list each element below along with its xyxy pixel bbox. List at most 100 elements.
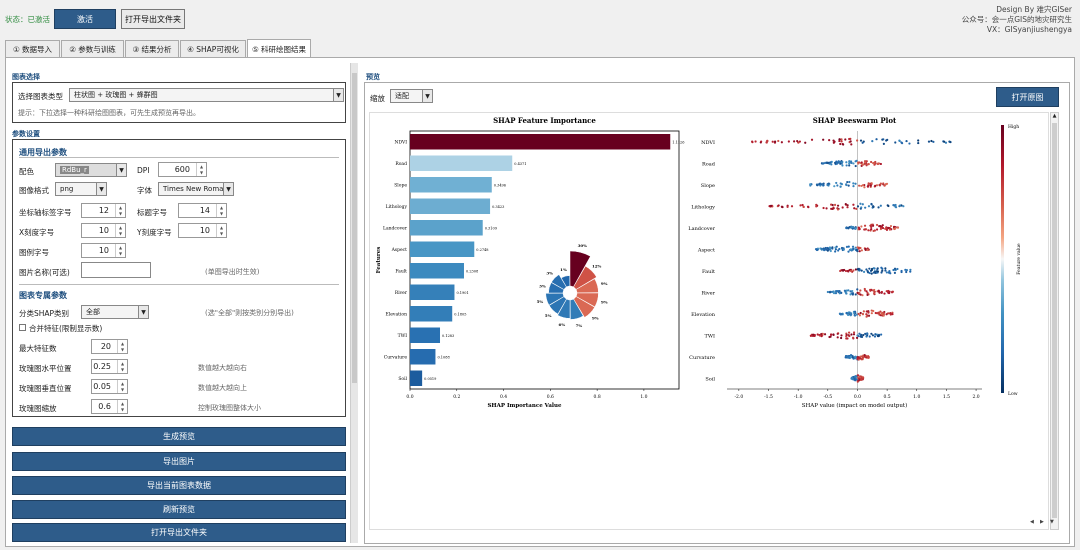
scroll-down-icon[interactable]: ▼ bbox=[1050, 519, 1054, 525]
class-select[interactable]: 全部 ▼ bbox=[81, 305, 149, 319]
beeswarm-point bbox=[833, 140, 836, 143]
spin-arrows-icon[interactable]: ▲ ▼ bbox=[117, 340, 127, 353]
legend-size-spinbox[interactable]: 10 ▲ ▼ bbox=[81, 243, 126, 258]
beeswarm-point bbox=[828, 291, 832, 294]
scroll-up-icon[interactable]: ▲ bbox=[1052, 113, 1057, 119]
spin-arrows-icon[interactable]: ▲ ▼ bbox=[115, 224, 125, 237]
spin-arrows-icon[interactable]: ▲ ▼ bbox=[216, 204, 226, 217]
scroll-right-icon[interactable]: ▶ bbox=[1040, 519, 1044, 525]
format-select[interactable]: png ▼ bbox=[55, 182, 107, 196]
beeswarm-category-label: NDVI bbox=[701, 140, 715, 146]
export-chart-data-button[interactable]: 导出当前图表数据 bbox=[12, 476, 346, 495]
bar-category-label: Slope bbox=[394, 182, 407, 188]
beeswarm-point bbox=[833, 185, 836, 188]
tab-result-analysis[interactable]: ③ 结果分析 bbox=[125, 40, 179, 57]
open-folder-button[interactable]: 打开导出文件夹 bbox=[12, 523, 346, 542]
tab-data-import[interactable]: ① 数据导入 bbox=[5, 40, 60, 57]
general-title: 通用导出参数 bbox=[19, 148, 67, 157]
refresh-preview-button[interactable]: 刷新预览 bbox=[12, 500, 346, 519]
beeswarm-point bbox=[863, 354, 866, 357]
beeswarm-point bbox=[850, 333, 853, 336]
rose-h-spinbox[interactable]: 0.25 ▲ ▼ bbox=[91, 359, 128, 374]
rose-h-hint: 数值越大越向右 bbox=[198, 364, 247, 372]
rose-scale-spinbox[interactable]: 0.6 ▲ ▼ bbox=[91, 399, 128, 414]
scrollbar-thumb[interactable] bbox=[1052, 123, 1057, 518]
beeswarm-point bbox=[857, 267, 860, 270]
preview-hscrollbar[interactable]: ◀ ▶ ▼ bbox=[1030, 519, 1058, 527]
bar-category-label: Curvature bbox=[384, 354, 408, 360]
open-export-folder-button[interactable]: 打开导出文件夹 bbox=[121, 9, 185, 29]
beeswarm-point bbox=[860, 206, 863, 209]
axis-label-size-spinbox[interactable]: 12 ▲ ▼ bbox=[81, 203, 126, 218]
beeswarm-point bbox=[848, 160, 851, 163]
beeswarm-point bbox=[858, 314, 861, 317]
beeswarm-point bbox=[840, 334, 843, 337]
beeswarm-point bbox=[875, 228, 879, 231]
spin-arrows-icon[interactable]: ▲ ▼ bbox=[117, 360, 127, 373]
title-size-label: 标题字号 bbox=[137, 208, 167, 217]
y-tick-size-spinbox[interactable]: 10 ▲ ▼ bbox=[178, 223, 227, 238]
left-scrollbar[interactable] bbox=[350, 63, 358, 543]
beeswarm-point bbox=[836, 184, 839, 187]
beeswarm-point bbox=[896, 226, 900, 229]
bar-category-label: Landcover bbox=[383, 225, 408, 231]
max-features-spinbox[interactable]: 20 ▲ ▼ bbox=[91, 339, 128, 354]
export-image-button[interactable]: 导出图片 bbox=[12, 452, 346, 471]
beeswarm-category-label: Road bbox=[702, 161, 716, 167]
beeswarm-point bbox=[858, 269, 861, 272]
beeswarm-point bbox=[860, 269, 863, 272]
rose-slice-label: 30% bbox=[578, 243, 588, 248]
beeswarm-point bbox=[864, 206, 867, 209]
preview-vscrollbar[interactable]: ▲ bbox=[1050, 112, 1059, 530]
rose-scale-hint: 控制玫瑰图整体大小 bbox=[198, 404, 261, 412]
title-size-spinbox[interactable]: 14 ▲ ▼ bbox=[178, 203, 227, 218]
dpi-spinbox[interactable]: 600 ▲ ▼ bbox=[158, 162, 207, 177]
spin-arrows-icon[interactable]: ▲ ▼ bbox=[115, 204, 125, 217]
rose-slice-label: 9% bbox=[601, 299, 608, 304]
beeswarm-category-label: Soil bbox=[705, 376, 715, 382]
beeswarm-point bbox=[854, 164, 857, 168]
beeswarm-point bbox=[847, 270, 850, 273]
beeswarm-point bbox=[887, 226, 890, 230]
merge-checkbox[interactable] bbox=[19, 324, 26, 331]
spin-arrows-icon[interactable]: ▲ ▼ bbox=[117, 400, 127, 413]
beeswarm-point bbox=[863, 289, 867, 292]
beeswarm-point bbox=[827, 182, 830, 185]
spin-arrows-icon[interactable]: ▲ ▼ bbox=[117, 380, 127, 393]
beeswarm-point bbox=[839, 269, 842, 273]
class-hint: (选"全部"则按类别分别导出) bbox=[205, 309, 294, 317]
color-select[interactable]: RdBu_r ▼ bbox=[55, 163, 127, 177]
spin-arrows-icon[interactable]: ▲ ▼ bbox=[196, 163, 206, 176]
rose-v-spinbox[interactable]: 0.05 ▲ ▼ bbox=[91, 379, 128, 394]
image-name-input[interactable] bbox=[81, 262, 151, 278]
beeswarm-point bbox=[823, 248, 826, 251]
beeswarm-point bbox=[781, 205, 784, 209]
beeswarm-point bbox=[856, 139, 859, 142]
beeswarm-point bbox=[874, 311, 877, 315]
zoom-select[interactable]: 适配 ▼ bbox=[390, 89, 433, 103]
tab-params-training[interactable]: ② 参数与训练 bbox=[61, 40, 124, 57]
beeswarm-point bbox=[837, 249, 840, 252]
tab-shap-visualization[interactable]: ④ SHAP可视化 bbox=[180, 40, 246, 57]
spin-arrows-icon[interactable]: ▲ ▼ bbox=[115, 244, 125, 257]
beeswarm-point bbox=[855, 313, 858, 316]
scroll-left-icon[interactable]: ◀ bbox=[1030, 519, 1034, 525]
bar bbox=[410, 306, 453, 322]
beeswarm-point bbox=[832, 207, 835, 210]
chart-type-select[interactable]: 柱状图 + 玫瑰图 + 蜂群图 ▼ bbox=[69, 88, 344, 102]
beeswarm-point bbox=[849, 248, 853, 251]
tab-research-plots[interactable]: ⑤ 科研绘图结果 bbox=[247, 39, 311, 58]
open-original-button[interactable]: 打开原图 bbox=[996, 87, 1059, 107]
generate-preview-button[interactable]: 生成预览 bbox=[12, 427, 346, 446]
beeswarm-point bbox=[880, 333, 883, 336]
spin-arrows-icon[interactable]: ▲ ▼ bbox=[216, 224, 226, 237]
scrollbar-thumb[interactable] bbox=[352, 73, 357, 383]
beeswarm-point bbox=[825, 207, 828, 210]
font-select[interactable]: Times New Roman ▼ bbox=[158, 182, 234, 196]
beeswarm-point bbox=[847, 331, 851, 334]
activate-button[interactable]: 激活 bbox=[54, 9, 116, 29]
x-tick-size-spinbox[interactable]: 10 ▲ ▼ bbox=[81, 223, 126, 238]
beeswarm-point bbox=[854, 246, 857, 249]
beeswarm-point bbox=[857, 358, 860, 361]
beeswarm-point bbox=[835, 162, 839, 165]
